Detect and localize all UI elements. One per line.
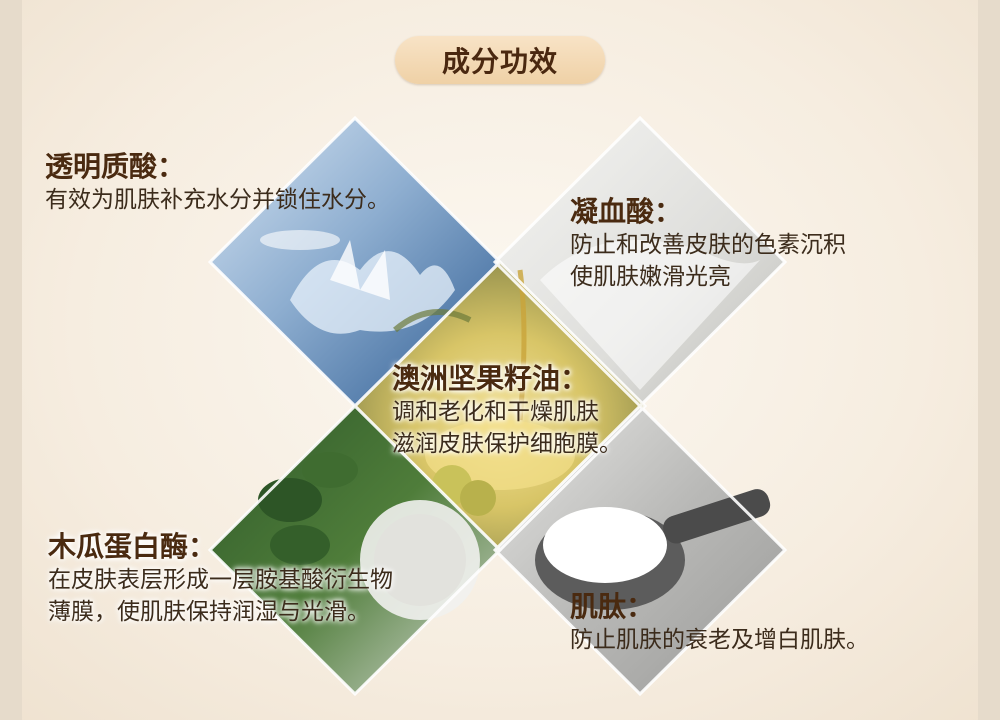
- section-title-pill: 成分功效: [395, 36, 605, 84]
- ingredient-desc: 防止和改善皮肤的色素沉积: [570, 232, 846, 258]
- ingredient-desc: 调和老化和干燥肌肤: [392, 399, 599, 425]
- ingredient-desc: 使肌肤嫩滑光亮: [570, 264, 731, 290]
- ingredient-desc: 有效为肌肤补充水分并锁住水分。: [45, 187, 390, 213]
- ingredient-carnosine: 肌肽： 防止肌肤的衰老及增白肌肤。: [570, 590, 869, 656]
- ingredient-name: 木瓜蛋白酶：: [48, 530, 217, 563]
- ingredient-name: 澳洲坚果籽油：: [392, 362, 589, 395]
- ingredient-name: 肌肽：: [570, 590, 655, 623]
- diamond-borders: [207, 115, 788, 697]
- ingredient-hyaluronic-acid: 透明质酸： 有效为肌肤补充水分并锁住水分。: [45, 150, 390, 216]
- ingredient-desc: 薄膜，使肌肤保持润湿与光滑。: [48, 599, 370, 625]
- ingredient-desc: 在皮肤表层形成一层胺基酸衍生物: [48, 567, 393, 593]
- ingredient-desc: 滋润皮肤保护细胞膜。: [392, 431, 622, 457]
- section-title: 成分功效: [441, 45, 558, 78]
- ingredient-name: 透明质酸：: [45, 150, 186, 183]
- ingredient-papain: 木瓜蛋白酶： 在皮肤表层形成一层胺基酸衍生物 薄膜，使肌肤保持润湿与光滑。: [48, 530, 393, 628]
- ingredient-macadamia-oil: 澳洲坚果籽油： 调和老化和干燥肌肤 滋润皮肤保护细胞膜。: [392, 362, 622, 460]
- ingredient-tranexamic-acid: 凝血酸： 防止和改善皮肤的色素沉积 使肌肤嫩滑光亮: [570, 195, 846, 293]
- ingredient-desc: 防止肌肤的衰老及增白肌肤。: [570, 627, 869, 653]
- ingredient-name: 凝血酸：: [570, 195, 683, 228]
